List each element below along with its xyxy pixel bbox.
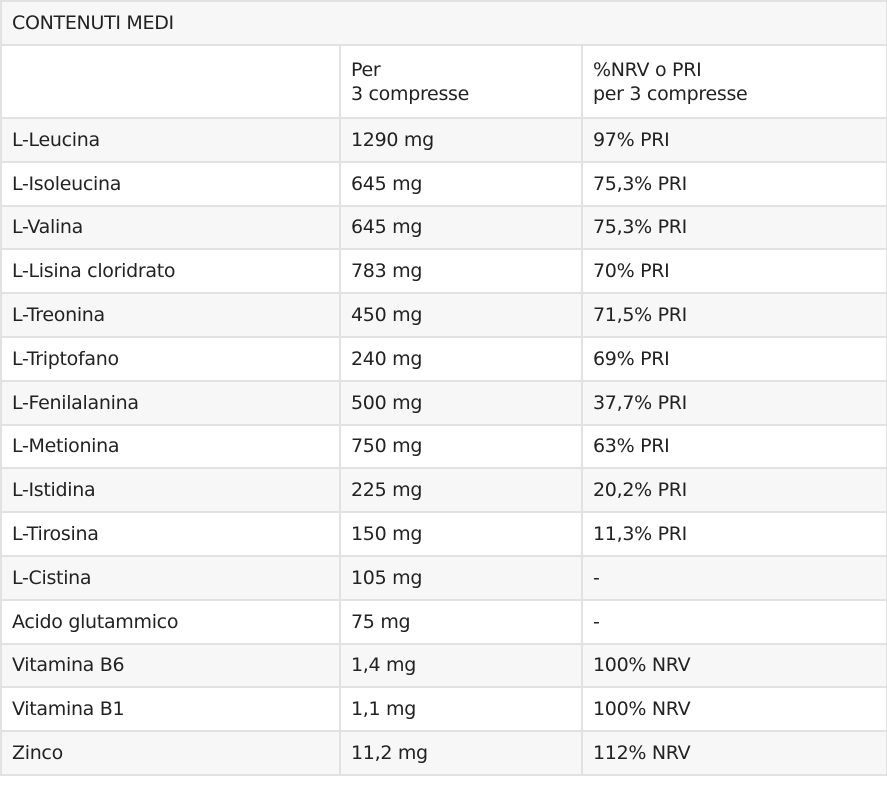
nrv-pri: 63% PRI	[580, 423, 887, 470]
nutrient-name: L-Leucina	[0, 117, 341, 163]
nutrient-name: Acido glutammico	[0, 598, 341, 645]
nutrient-name: L-Valina	[0, 204, 341, 251]
nrv-pri: 112% NRV	[580, 730, 887, 776]
nutrient-name: L-Fenilalanina	[0, 379, 341, 426]
nutrient-name: Vitamina B6	[0, 642, 341, 689]
amount: 150 mg	[339, 511, 583, 557]
table-row: L-Cistina 105 mg -	[0, 554, 887, 601]
nutrient-name: Zinco	[0, 730, 341, 776]
nutrient-name: L-Metionina	[0, 423, 341, 470]
table-row: L-Metionina 750 mg 63% PRI	[0, 423, 887, 470]
amount: 783 mg	[339, 248, 583, 295]
nutrient-name: L-Cistina	[0, 554, 341, 601]
header-line: per 3 compresse	[593, 82, 748, 105]
table-title: CONTENUTI MEDI	[0, 0, 887, 46]
amount: 225 mg	[339, 467, 583, 514]
amount: 645 mg	[339, 204, 583, 251]
header-empty	[0, 44, 341, 119]
nrv-pri: 100% NRV	[580, 686, 887, 733]
nrv-pri: -	[580, 598, 887, 645]
table-row: L-Tirosina 150 mg 11,3% PRI	[0, 511, 887, 557]
nutrient-name: L-Triptofano	[0, 335, 341, 382]
nutrient-name: Vitamina B1	[0, 686, 341, 733]
table-row: Vitamina B1 1,1 mg 100% NRV	[0, 686, 887, 733]
nrv-pri: -	[580, 554, 887, 601]
table-row: L-Isoleucina 645 mg 75,3% PRI	[0, 160, 887, 207]
header-nrv-pri: %NRV o PRI per 3 compresse	[580, 44, 887, 119]
table-row: L-Triptofano 240 mg 69% PRI	[0, 335, 887, 382]
nrv-pri: 20,2% PRI	[580, 467, 887, 514]
amount: 1,4 mg	[339, 642, 583, 689]
table-row: L-Treonina 450 mg 71,5% PRI	[0, 292, 887, 338]
header-per-3-tablets: Per 3 compresse	[339, 44, 583, 119]
amount: 240 mg	[339, 335, 583, 382]
table-row: Vitamina B6 1,4 mg 100% NRV	[0, 642, 887, 689]
nrv-pri: 97% PRI	[580, 117, 887, 163]
nrv-pri: 11,3% PRI	[580, 511, 887, 557]
nrv-pri: 100% NRV	[580, 642, 887, 689]
header-line: Per	[351, 58, 381, 81]
amount: 500 mg	[339, 379, 583, 426]
nrv-pri: 37,7% PRI	[580, 379, 887, 426]
amount: 750 mg	[339, 423, 583, 470]
table-row: L-Lisina cloridrato 783 mg 70% PRI	[0, 248, 887, 295]
amount: 75 mg	[339, 598, 583, 645]
table-row: Zinco 11,2 mg 112% NRV	[0, 730, 887, 776]
amount: 11,2 mg	[339, 730, 583, 776]
nrv-pri: 69% PRI	[580, 335, 887, 382]
table-row: Acido glutammico 75 mg -	[0, 598, 887, 645]
nrv-pri: 75,3% PRI	[580, 160, 887, 207]
amount: 645 mg	[339, 160, 583, 207]
header-line: %NRV o PRI	[593, 58, 702, 81]
amount: 1,1 mg	[339, 686, 583, 733]
amount: 1290 mg	[339, 117, 583, 163]
nrv-pri: 70% PRI	[580, 248, 887, 295]
table-row: L-Leucina 1290 mg 97% PRI	[0, 117, 887, 163]
nutrient-name: L-Istidina	[0, 467, 341, 514]
table-header-row: Per 3 compresse %NRV o PRI per 3 compres…	[0, 44, 887, 119]
nutrition-table: CONTENUTI MEDI Per 3 compresse %NRV o PR…	[0, 0, 887, 776]
table-row: L-Valina 645 mg 75,3% PRI	[0, 204, 887, 251]
nutrient-name: L-Tirosina	[0, 511, 341, 557]
amount: 105 mg	[339, 554, 583, 601]
nrv-pri: 75,3% PRI	[580, 204, 887, 251]
nrv-pri: 71,5% PRI	[580, 292, 887, 338]
header-line: 3 compresse	[351, 82, 470, 105]
nutrient-name: L-Isoleucina	[0, 160, 341, 207]
table-title-row: CONTENUTI MEDI	[0, 0, 887, 46]
amount: 450 mg	[339, 292, 583, 338]
nutrient-name: L-Treonina	[0, 292, 341, 338]
nutrient-name: L-Lisina cloridrato	[0, 248, 341, 295]
table-row: L-Istidina 225 mg 20,2% PRI	[0, 467, 887, 514]
table-row: L-Fenilalanina 500 mg 37,7% PRI	[0, 379, 887, 426]
